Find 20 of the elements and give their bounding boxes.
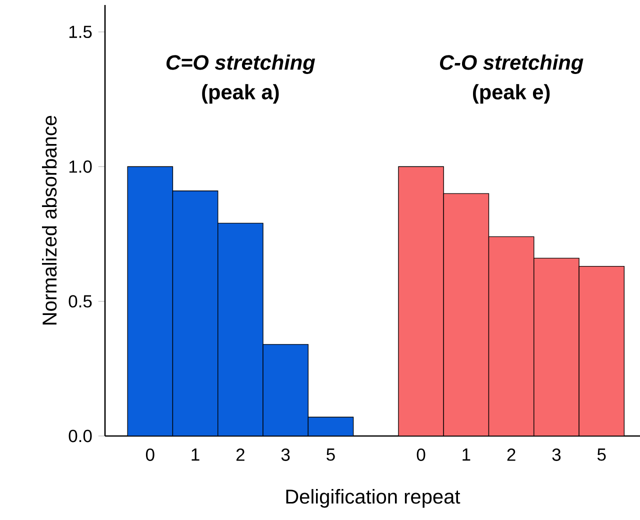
x-tick-label: 2 <box>507 448 516 461</box>
x-tick-label: 1 <box>462 448 470 461</box>
x-tick-label: 0 <box>146 448 154 461</box>
x-tick-label: 3 <box>281 448 290 461</box>
annotation: C=O stretching <box>166 54 316 74</box>
x-tick-label: 0 <box>416 448 426 461</box>
x-tick-label: 1 <box>192 448 200 461</box>
x-tick-label: 2 <box>236 448 244 461</box>
annotation: (peak a) <box>202 84 279 104</box>
annotation: (peak e) <box>473 84 550 104</box>
annotation: C-O stretching <box>440 54 584 74</box>
y-tick-label: 1.0 <box>69 160 92 173</box>
x-tick-label: 3 <box>552 448 561 461</box>
y-axis-title: Normalized absorbance <box>42 116 57 324</box>
x-tick-label: 5 <box>597 448 606 461</box>
y-tick-label: 0.5 <box>68 295 92 308</box>
x-tick-label: 5 <box>326 448 335 461</box>
x-axis-title: Deligification repeat <box>286 489 460 508</box>
y-tick-label: 0.0 <box>68 430 92 442</box>
y-tick-label: 1.5 <box>69 26 92 38</box>
